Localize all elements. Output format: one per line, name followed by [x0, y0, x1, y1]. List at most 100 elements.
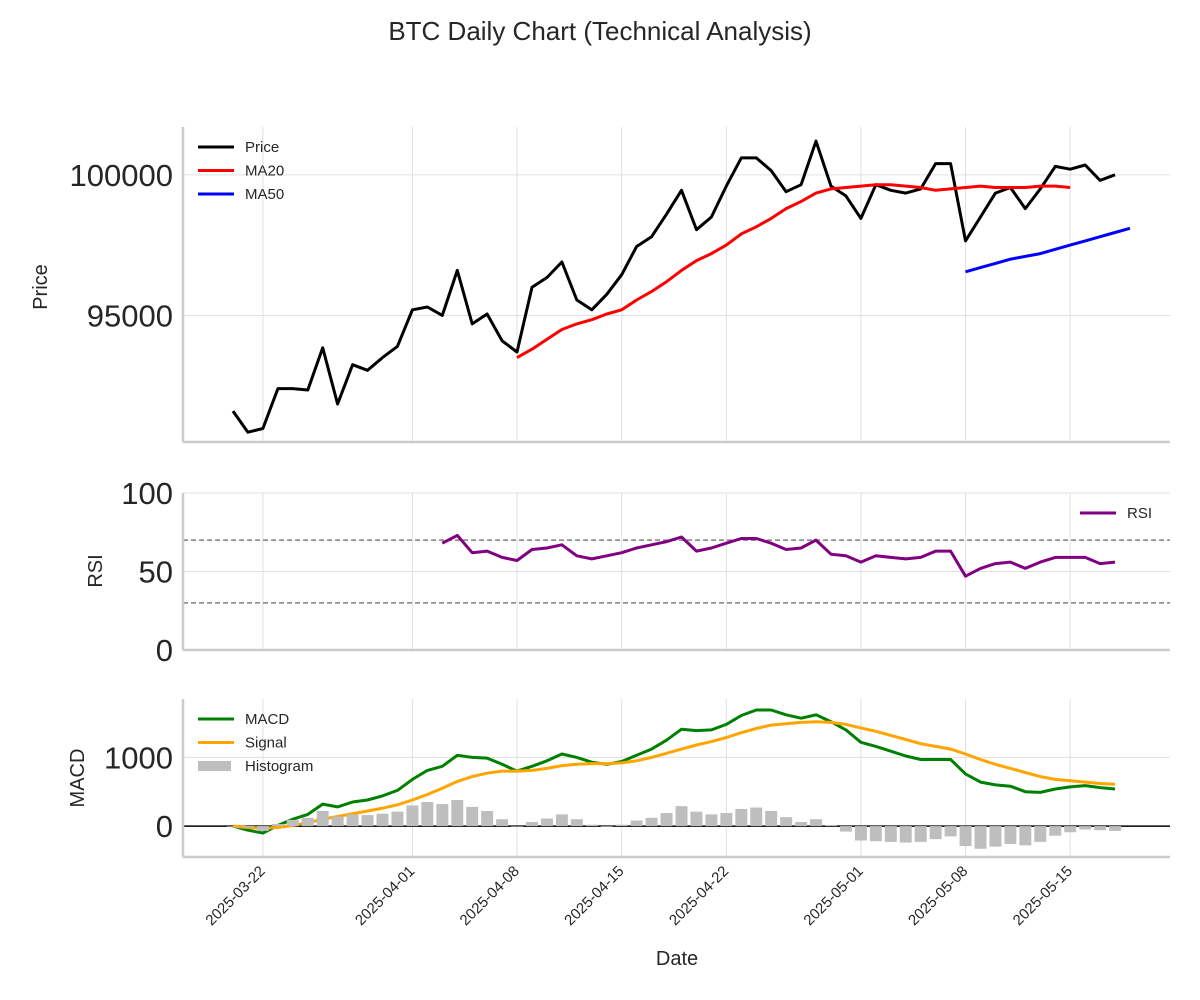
histogram-bar	[929, 826, 942, 840]
rsi-legend: RSI	[1080, 505, 1152, 522]
rsi-grid	[183, 492, 1170, 651]
histogram-bar	[1004, 826, 1017, 844]
histogram-bar	[361, 815, 374, 827]
x-tick-label: 2025-05-15	[1010, 863, 1076, 929]
price-y-tick-label: 95000	[87, 298, 173, 333]
histogram-bar	[1094, 826, 1107, 831]
x-tick-label: 2025-04-15	[561, 863, 627, 929]
histogram-bar	[675, 806, 688, 827]
histogram-bar	[630, 820, 643, 827]
macd-legend: MACD Signal Histogram	[198, 711, 313, 775]
histogram-bar	[451, 799, 464, 827]
macd-y-ticks: 0 1000	[104, 740, 173, 844]
rsi-panel: 0 50 100 RSI RSI	[85, 476, 1170, 668]
macd-y-tick-label: 0	[156, 809, 173, 844]
histogram-bar	[511, 826, 524, 827]
ma50-line	[965, 226, 1131, 274]
price-legend: Price MA20 MA50	[198, 139, 284, 203]
macd-axes	[181, 699, 1170, 859]
rsi-line	[441, 533, 1116, 578]
macd-series	[227, 708, 1122, 849]
histogram-bar	[256, 826, 269, 831]
histogram-bar	[780, 817, 793, 827]
histogram-bar	[241, 826, 254, 828]
histogram-bar	[406, 805, 419, 827]
histogram-bar	[854, 826, 867, 841]
rsi-series	[441, 533, 1116, 578]
histogram-bar	[1034, 826, 1047, 842]
histogram-bar	[825, 825, 837, 827]
price-y-tick-label: 100000	[70, 158, 173, 193]
legend-label-price: Price	[245, 139, 279, 156]
histogram-bar	[600, 826, 613, 827]
chart-title: BTC Daily Chart (Technical Analysis)	[388, 16, 811, 46]
histogram-bar	[1049, 826, 1062, 836]
histogram-bar	[301, 817, 314, 827]
x-tick-label: 2025-04-08	[457, 863, 523, 929]
histogram-bar	[346, 814, 359, 827]
price-series	[231, 139, 1131, 434]
histogram-bar	[795, 821, 808, 827]
histogram-bar	[914, 826, 927, 842]
x-tick-label: 2025-04-22	[666, 863, 732, 929]
histogram-bar	[959, 826, 972, 847]
rsi-ref-lines	[183, 539, 1170, 604]
histogram-bar	[376, 813, 389, 827]
macd-y-tick-label: 1000	[104, 740, 173, 775]
price-panel: 95000 100000 Price Price MA20 MA50	[30, 127, 1170, 444]
histogram-bar	[765, 810, 778, 827]
histogram-bar	[735, 808, 748, 827]
histogram-bar	[660, 813, 673, 827]
histogram-bar	[1109, 826, 1122, 831]
histogram-bar	[481, 810, 494, 827]
histogram-bar	[899, 826, 912, 843]
histogram-bar	[1019, 826, 1032, 846]
histogram-bar	[540, 818, 553, 827]
histogram-bar	[720, 813, 733, 827]
macd-line	[232, 708, 1116, 835]
legend-label-ma20: MA20	[245, 163, 284, 180]
price-axes	[181, 127, 1170, 444]
histogram-bar	[421, 802, 434, 827]
histogram-bar	[391, 811, 404, 827]
macd-y-label: MACD	[67, 749, 89, 808]
histogram-bar	[989, 826, 1002, 847]
price-y-label: Price	[30, 264, 52, 310]
histogram-bar	[1064, 826, 1077, 833]
rsi-y-label: RSI	[85, 554, 107, 587]
rsi-y-tick-label: 50	[139, 555, 173, 590]
histogram-bar	[810, 819, 823, 827]
histogram-bar	[585, 824, 598, 827]
legend-label-histogram: Histogram	[245, 758, 313, 775]
histogram-bar	[615, 824, 628, 827]
histogram-bar	[690, 811, 703, 827]
price-line	[231, 139, 1116, 434]
histogram-bar	[884, 826, 897, 842]
x-tick-label: 2025-05-01	[800, 863, 866, 929]
histogram-bar	[466, 806, 479, 827]
legend-label-ma50: MA50	[245, 186, 284, 203]
histogram-bar	[944, 826, 957, 837]
histogram-bar	[839, 826, 852, 832]
histogram-bar	[436, 804, 449, 827]
legend-swatch-histogram	[198, 761, 231, 771]
histogram-bar	[1079, 826, 1092, 830]
price-grid	[183, 127, 1170, 442]
histogram-bar	[496, 819, 509, 827]
histogram-bar	[570, 819, 583, 827]
rsi-y-tick-label: 100	[121, 476, 173, 511]
ma20-line	[516, 183, 1071, 359]
histogram-bar	[869, 826, 882, 842]
legend-label-rsi: RSI	[1127, 505, 1152, 522]
histogram-bar	[331, 816, 344, 827]
x-tick-labels: 2025-03-22 2025-04-01 2025-04-08 2025-04-15…	[202, 863, 1076, 929]
histogram-bar	[974, 826, 987, 849]
signal-line	[232, 720, 1116, 830]
histogram-bar	[750, 807, 763, 827]
rsi-y-ticks: 0 50 100	[121, 476, 173, 668]
x-axis-label: Date	[656, 948, 698, 970]
histogram-bar	[227, 826, 239, 827]
price-y-ticks: 95000 100000	[70, 158, 173, 334]
